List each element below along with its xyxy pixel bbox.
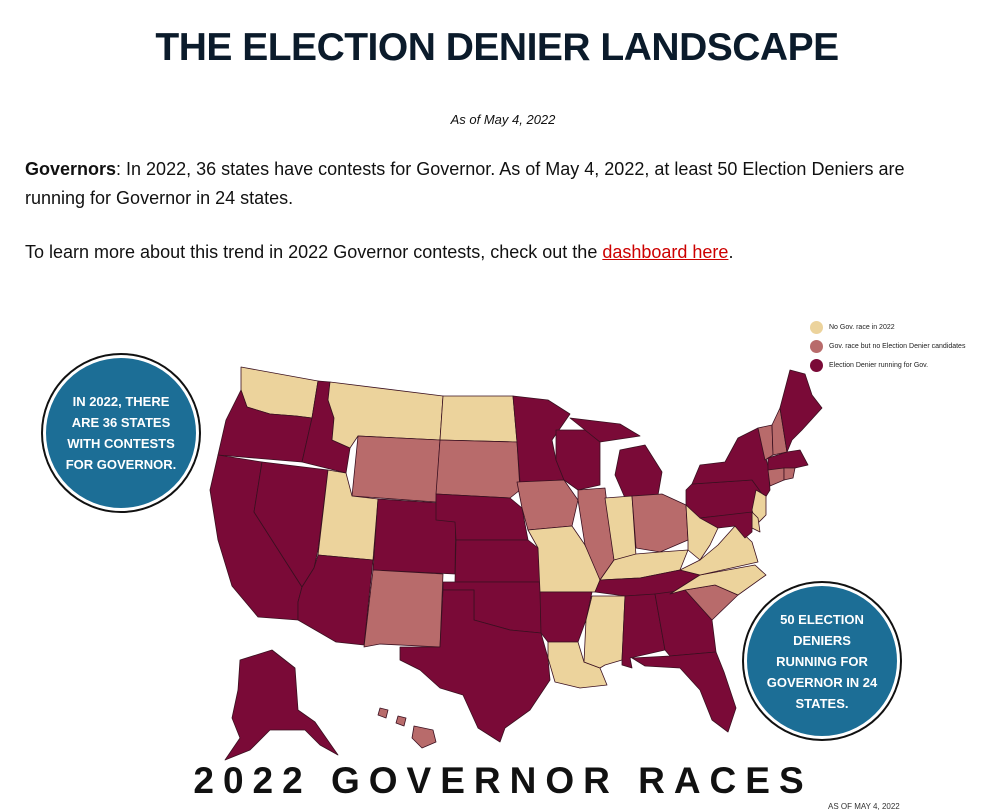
state-nd	[439, 395, 518, 443]
state-sd	[435, 439, 521, 499]
learn-more-text: To learn more about this trend in 2022 G…	[25, 242, 603, 262]
state-oh	[631, 493, 689, 553]
governor-races-map: No Gov. race in 2022 Gov. race but no El…	[0, 290, 994, 811]
legend-swatch-race-no-denier	[810, 340, 823, 353]
us-map	[209, 366, 823, 761]
dashboard-link[interactable]: dashboard here	[602, 242, 729, 262]
legend-swatch-no-race	[810, 321, 823, 334]
state-ms	[583, 595, 626, 669]
learn-more-end: .	[728, 242, 734, 262]
legend-item-race-no-denier: Gov. race but no Election Denier candida…	[810, 337, 965, 356]
state-tx	[399, 589, 551, 743]
as-of-date: As of May 4, 2022	[450, 112, 556, 127]
map-footnote: AS OF MAY 4, 2022	[828, 802, 900, 811]
state-md	[699, 511, 753, 539]
state-ar	[539, 591, 593, 643]
state-ks	[454, 539, 541, 583]
state-ia	[516, 479, 579, 531]
legend-label-no-race: No Gov. race in 2022	[829, 324, 895, 331]
state-ct	[767, 467, 785, 487]
legend-label-denier: Election Denier running for Gov.	[829, 362, 929, 369]
map-title: 2022 GOVERNOR RACES	[193, 760, 813, 801]
page-title: THE ELECTION DENIER LANDSCAPE	[155, 26, 839, 69]
state-fl	[631, 651, 737, 733]
state-az	[297, 554, 374, 646]
legend-item-no-race: No Gov. race in 2022	[810, 318, 965, 337]
learn-more-paragraph: To learn more about this trend in 2022 G…	[25, 238, 955, 267]
state-me	[779, 369, 823, 453]
state-ri	[783, 467, 796, 481]
map-legend: No Gov. race in 2022 Gov. race but no El…	[810, 318, 965, 375]
deniers-running-callout: 50 ELECTION DENIERS RUNNING FOR GOVERNOR…	[744, 583, 900, 739]
legend-item-denier: Election Denier running for Gov.	[810, 356, 965, 375]
state-wy	[351, 435, 441, 503]
state-la	[547, 641, 608, 689]
deniers-running-callout-text: 50 ELECTION DENIERS RUNNING FOR GOVERNOR…	[766, 611, 878, 711]
governors-text: : In 2022, 36 states have contests for G…	[25, 159, 905, 208]
state-ak	[224, 649, 339, 761]
governors-paragraph: Governors: In 2022, 36 states have conte…	[25, 155, 955, 213]
states-contest-callout: IN 2022, THERE ARE 36 STATES WITH CONTES…	[43, 355, 199, 511]
legend-label-race-no-denier: Gov. race but no Election Denier candida…	[829, 343, 966, 350]
state-nm	[363, 569, 444, 648]
state-hi	[377, 707, 437, 749]
governors-lead: Governors	[25, 159, 117, 179]
legend-swatch-denier	[810, 359, 823, 372]
states-contest-callout-text: IN 2022, THERE ARE 36 STATES WITH CONTES…	[65, 394, 177, 472]
